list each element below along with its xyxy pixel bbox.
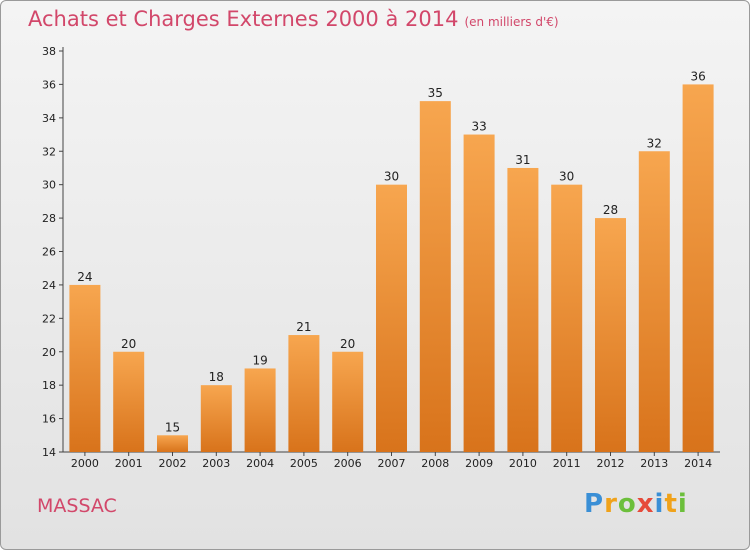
x-tick-label: 2009 <box>465 457 493 470</box>
chart-labels: 2000 24 2001 20 2002 15 2003 18 2004 19 2005 21 2006… <box>71 69 712 470</box>
bar-value-label: 18 <box>209 370 224 384</box>
chart-bars <box>69 84 714 453</box>
bar <box>682 84 714 453</box>
y-tick-label: 24 <box>42 279 56 292</box>
y-tick-label: 38 <box>42 45 56 58</box>
bar-value-label: 31 <box>515 153 530 167</box>
x-tick-label: 2014 <box>684 457 712 470</box>
chart-title-text: Achats et Charges Externes 2000 à 2014 <box>28 7 459 31</box>
x-tick-label: 2003 <box>202 457 230 470</box>
bar-value-label: 33 <box>471 120 486 134</box>
bar <box>419 101 451 452</box>
bar-value-label: 24 <box>77 270 92 284</box>
bar <box>244 368 276 452</box>
y-tick-label: 28 <box>42 212 56 225</box>
bar <box>638 151 670 452</box>
x-tick-label: 2005 <box>290 457 318 470</box>
bar-value-label: 32 <box>647 136 662 150</box>
x-tick-label: 2002 <box>159 457 187 470</box>
x-tick-label: 2011 <box>553 457 581 470</box>
x-tick-label: 2010 <box>509 457 537 470</box>
y-tick-label: 18 <box>42 379 56 392</box>
bar <box>69 284 101 452</box>
bar <box>332 351 364 452</box>
bar-value-label: 15 <box>165 420 180 434</box>
bar-value-label: 36 <box>690 69 705 83</box>
bar <box>551 184 583 452</box>
x-tick-label: 2001 <box>115 457 143 470</box>
bar-value-label: 30 <box>384 170 399 184</box>
x-tick-label: 2000 <box>71 457 99 470</box>
bar <box>200 385 232 452</box>
chart-subtitle: (en milliers d'€) <box>464 15 559 29</box>
logo-letter: P <box>584 489 605 519</box>
x-tick-label: 2013 <box>640 457 668 470</box>
bar <box>595 218 626 452</box>
logo-letter: r <box>604 489 618 519</box>
bar-value-label: 35 <box>428 86 443 100</box>
logo-letter: x <box>636 489 655 519</box>
bar <box>288 335 320 452</box>
x-tick-label: 2008 <box>421 457 449 470</box>
bar <box>376 184 407 452</box>
y-tick-label: 22 <box>42 312 56 325</box>
y-tick-label: 14 <box>42 446 56 459</box>
bar <box>507 167 539 453</box>
x-tick-label: 2004 <box>246 457 274 470</box>
proxiti-logo: Proxiti <box>584 489 688 519</box>
bar <box>113 351 145 452</box>
y-tick-label: 32 <box>42 145 56 158</box>
bar-value-label: 21 <box>296 320 311 334</box>
y-tick-label: 30 <box>42 179 56 192</box>
y-tick-label: 36 <box>42 78 56 91</box>
logo-letter: t <box>664 489 678 519</box>
bar-value-label: 20 <box>340 337 355 351</box>
logo-letter: i <box>677 489 688 519</box>
y-tick-label: 16 <box>42 413 56 426</box>
chart-axes: 14 16 18 20 22 24 26 28 30 32 34 36 38 <box>42 45 720 459</box>
x-tick-label: 2007 <box>378 457 406 470</box>
bar-value-label: 20 <box>121 337 136 351</box>
bar-value-label: 19 <box>252 353 267 367</box>
y-tick-label: 34 <box>42 112 56 125</box>
y-tick-label: 20 <box>42 346 56 359</box>
x-tick-label: 2006 <box>334 457 362 470</box>
bar-value-label: 30 <box>559 170 574 184</box>
y-tick-label: 26 <box>42 246 56 259</box>
logo-letter: o <box>617 489 637 519</box>
bar <box>463 134 495 452</box>
x-tick-label: 2012 <box>597 457 625 470</box>
bar <box>157 435 188 452</box>
place-name: MASSAC <box>37 495 117 517</box>
chart-title: Achats et Charges Externes 2000 à 2014 (e… <box>28 7 559 31</box>
logo-letter: i <box>654 489 665 519</box>
bar-value-label: 28 <box>603 203 618 217</box>
